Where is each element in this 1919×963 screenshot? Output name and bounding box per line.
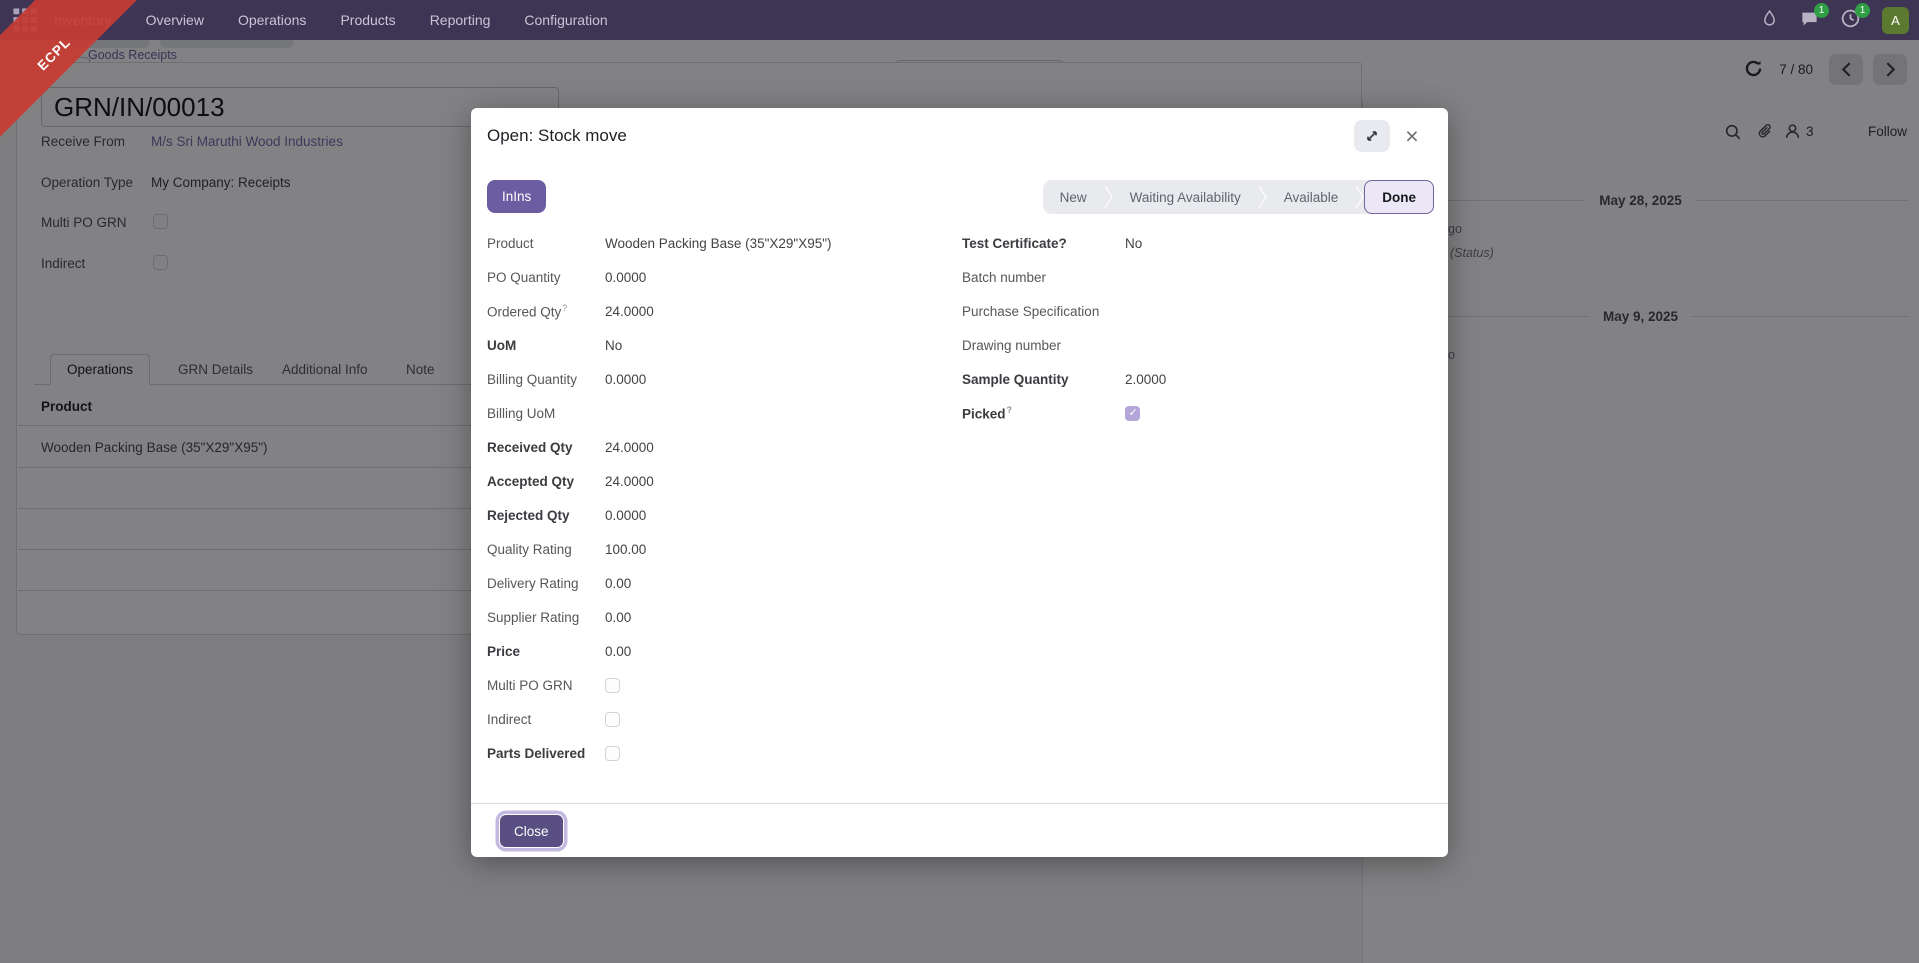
field-label: Quality Rating [487, 541, 572, 557]
ordered-qty-value[interactable]: 24.0000 [605, 303, 654, 319]
statusbar: New Waiting Availability Available Done [1042, 180, 1434, 214]
field-label: Billing Quantity [487, 371, 578, 387]
field-label: Picked? [962, 404, 1013, 422]
nav-item-overview[interactable]: Overview [145, 12, 204, 28]
price-value[interactable]: 0.00 [605, 643, 632, 659]
multi-po-grn-checkbox[interactable] [605, 677, 620, 693]
droplet-icon[interactable] [1761, 9, 1778, 30]
close-icon[interactable]: × [1405, 122, 1419, 149]
po-quantity-value[interactable]: 0.0000 [605, 269, 647, 285]
field-label: UoM [487, 337, 517, 353]
field-label: Rejected Qty [487, 507, 570, 523]
picked-checkbox[interactable] [1125, 405, 1140, 421]
field-label: Price [487, 643, 521, 659]
field-label: Purchase Specification [962, 303, 1100, 319]
quality-rating-value[interactable]: 100.00 [605, 541, 647, 557]
nav-item-products[interactable]: Products [340, 12, 396, 28]
product-link[interactable]: Wooden Packing Base (35"X29"X95") [605, 235, 832, 251]
expand-icon[interactable] [1354, 120, 1390, 152]
field-label: Sample Quantity [962, 371, 1069, 387]
modal-right-column: Test Certificate? No Batch number Purchas… [962, 226, 1402, 430]
status-step-new[interactable]: New [1059, 189, 1087, 205]
delivery-rating-value[interactable]: 0.00 [605, 575, 632, 591]
field-label: Delivery Rating [487, 575, 579, 591]
uom-value[interactable]: No [605, 337, 623, 353]
nav-item-configuration[interactable]: Configuration [524, 12, 608, 28]
chevron-separator-icon [1258, 185, 1267, 209]
received-qty-value[interactable]: 24.0000 [605, 439, 654, 455]
modal-left-column: Product Wooden Packing Base (35"X29"X95")… [487, 226, 947, 770]
stock-move-modal: Open: Stock move × InIns New Waiting Ava… [471, 108, 1448, 857]
activities-clock-icon[interactable]: 1 [1841, 3, 1870, 31]
supplier-rating-value[interactable]: 0.00 [605, 609, 632, 625]
chevron-separator-icon [1104, 185, 1113, 209]
field-label: Product [487, 235, 534, 251]
status-step-available[interactable]: Available [1283, 189, 1339, 205]
rejected-qty-value[interactable]: 0.0000 [605, 507, 647, 523]
top-navbar: Inventory Overview Operations Products R… [0, 0, 1919, 40]
help-icon: ? [1006, 404, 1013, 415]
field-label: Batch number [962, 269, 1047, 285]
status-step-waiting[interactable]: Waiting Availability [1129, 189, 1241, 205]
field-label: Accepted Qty [487, 473, 575, 489]
user-avatar[interactable]: A [1882, 6, 1909, 34]
billing-quantity-value[interactable]: 0.0000 [605, 371, 647, 387]
sample-quantity-value[interactable]: 2.0000 [1125, 371, 1167, 387]
activities-badge: 1 [1855, 3, 1870, 18]
field-label: Ordered Qty? [487, 302, 568, 320]
field-label: Parts Delivered [487, 745, 586, 761]
close-button[interactable]: Close [499, 814, 564, 848]
indirect-checkbox[interactable] [605, 711, 620, 727]
field-label: Billing UoM [487, 405, 556, 421]
messages-badge: 1 [1814, 3, 1829, 18]
field-label: Received Qty [487, 439, 573, 455]
chevron-separator-icon [1355, 185, 1365, 209]
field-label: Drawing number [962, 337, 1062, 353]
field-label: PO Quantity [487, 269, 561, 285]
parts-delivered-checkbox[interactable] [605, 745, 620, 761]
modal-footer: Close [471, 803, 1448, 857]
help-icon: ? [562, 302, 568, 313]
test-certificate-value[interactable]: No [1125, 235, 1143, 251]
accepted-qty-value[interactable]: 24.0000 [605, 473, 654, 489]
modal-title: Open: Stock move [487, 126, 627, 145]
field-label: Test Certificate? [962, 235, 1067, 251]
field-label: Indirect [487, 711, 532, 727]
status-step-done[interactable]: Done [1364, 180, 1434, 214]
field-label: Supplier Rating [487, 609, 580, 625]
ribbon-label: ECPL [34, 34, 74, 74]
smart-button[interactable]: InIns [487, 180, 547, 213]
nav-item-operations[interactable]: Operations [237, 12, 307, 28]
field-label: Multi PO GRN [487, 677, 573, 693]
nav-item-reporting[interactable]: Reporting [429, 12, 491, 28]
messages-icon[interactable]: 1 [1800, 3, 1829, 31]
